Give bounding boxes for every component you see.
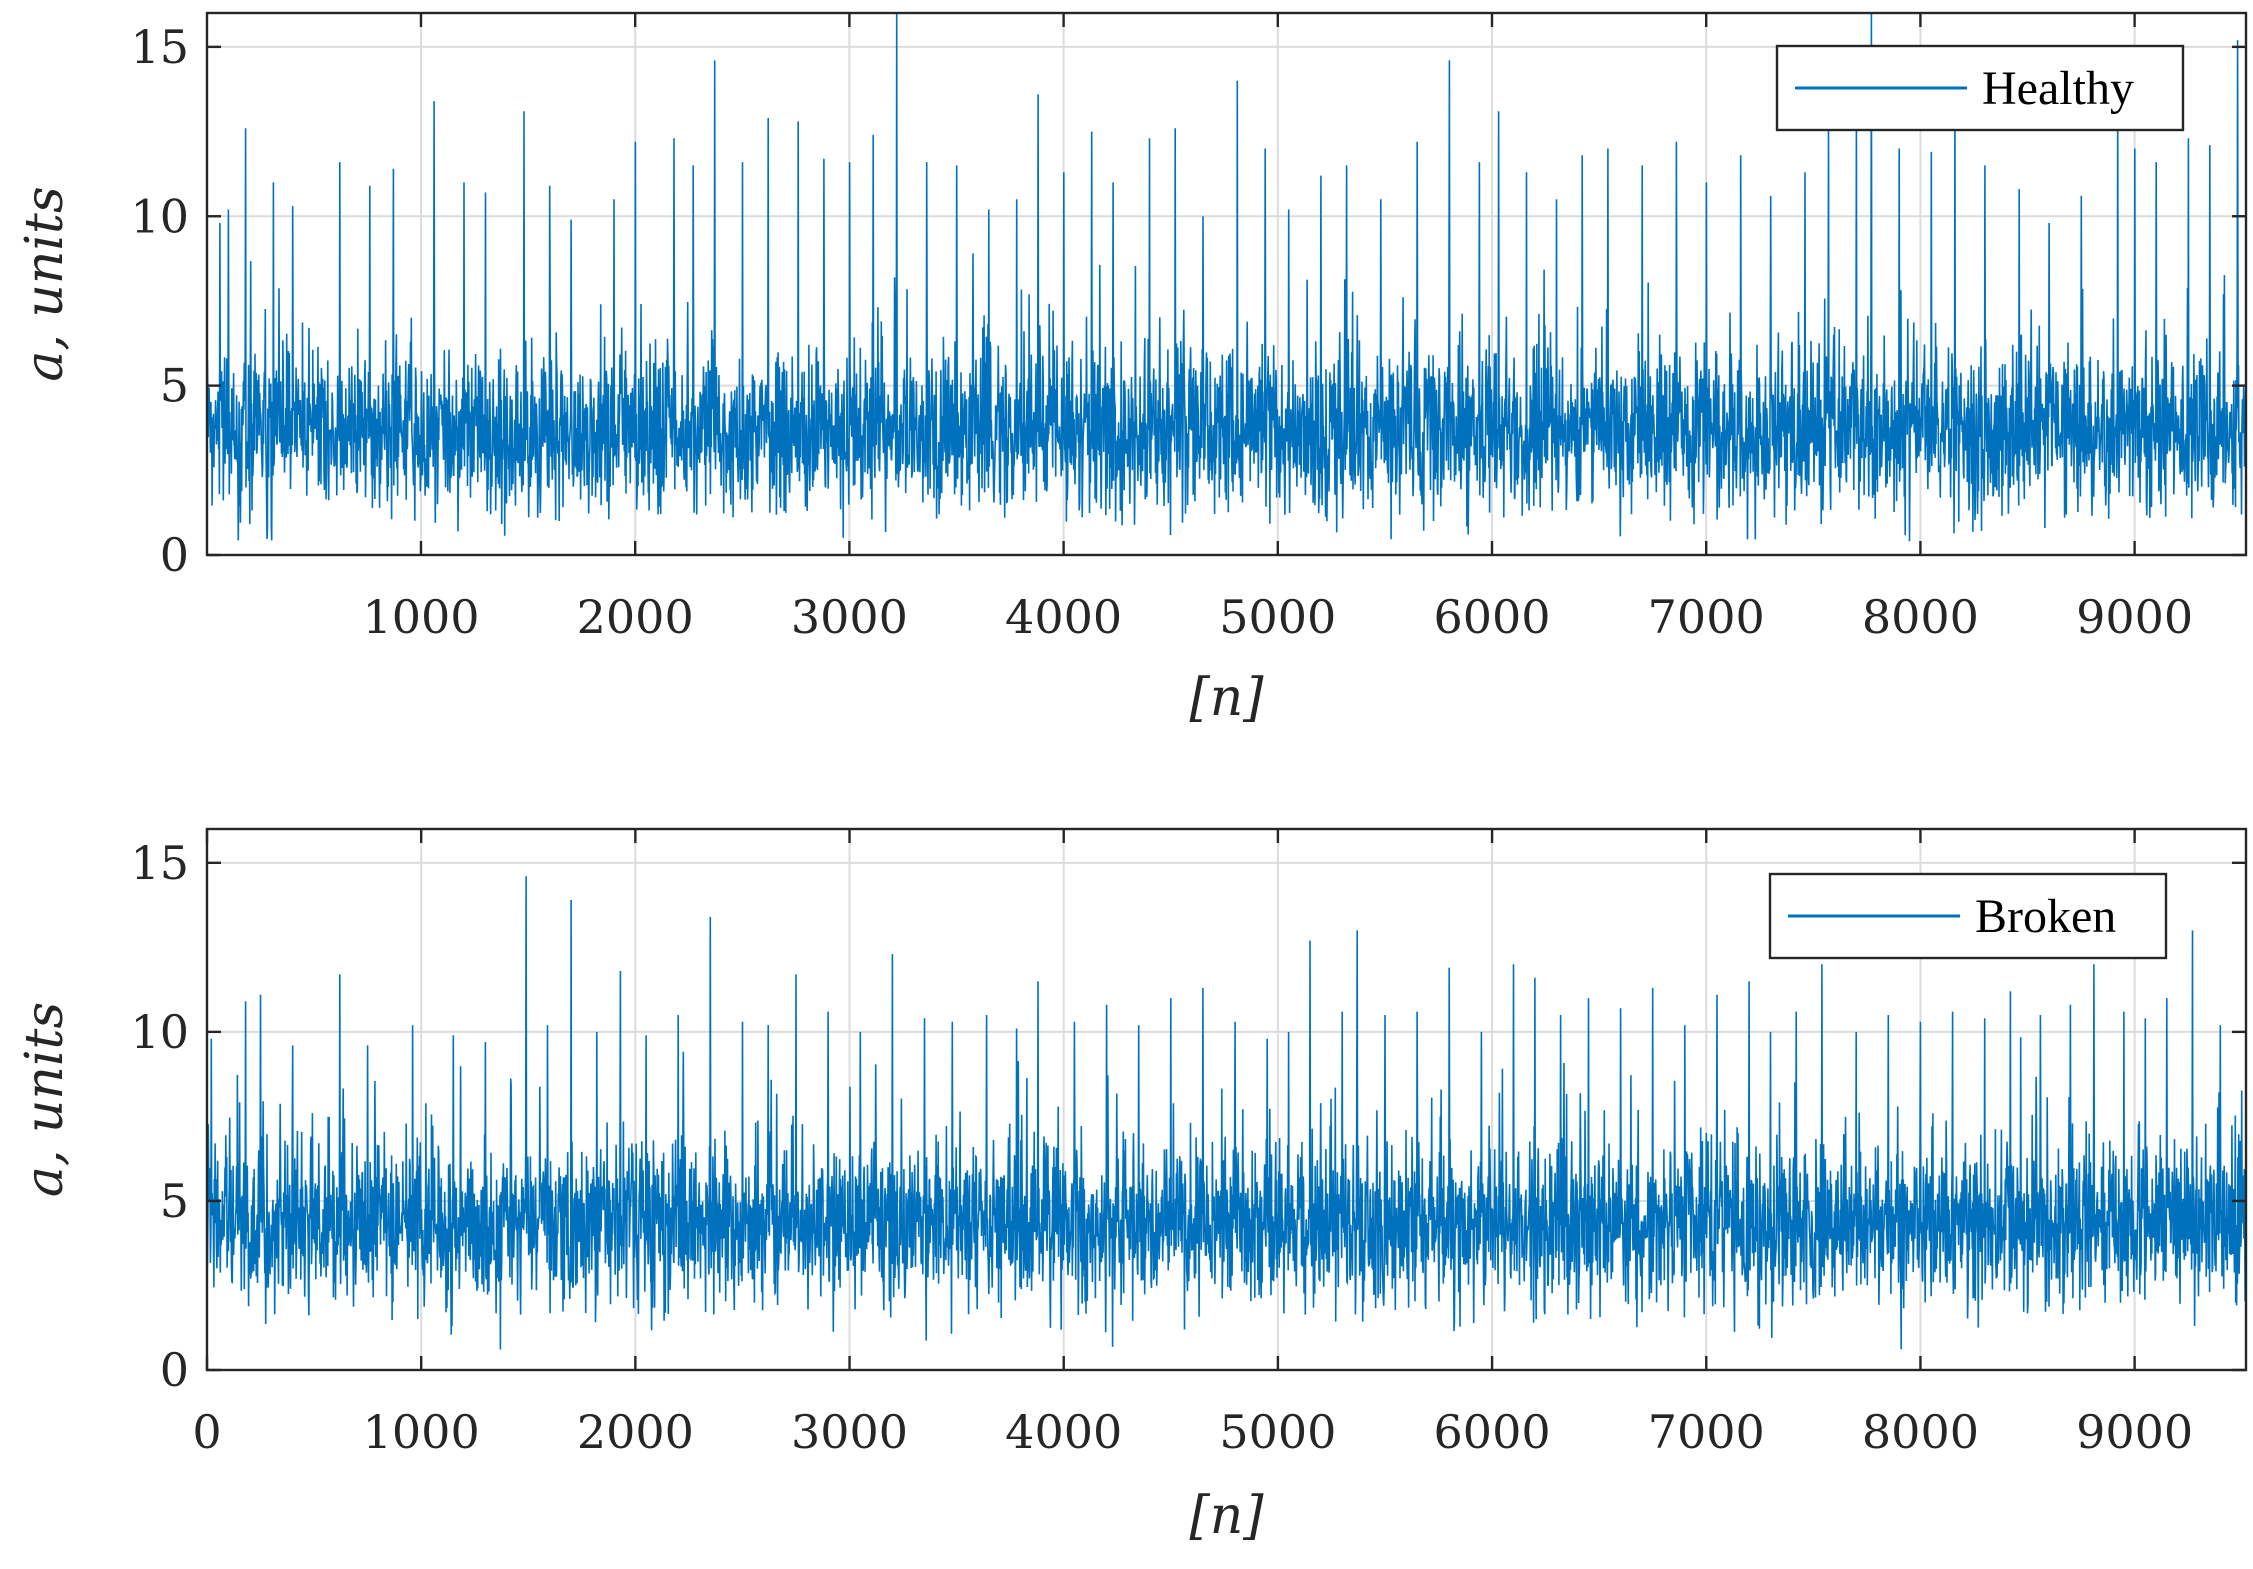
x-tick-label: 3000	[791, 590, 908, 644]
x-axis-label: [n]	[1189, 668, 1264, 728]
x-tick-label: 0	[192, 1405, 221, 1459]
x-tick-label: 9000	[2076, 590, 2193, 644]
x-tick-label: 1000	[363, 1405, 480, 1459]
legend-box	[1768, 872, 2168, 960]
x-tick-label: 9000	[2076, 1405, 2193, 1459]
x-tick-label: 5000	[1219, 590, 1336, 644]
x-tick-label: 7000	[1648, 590, 1765, 644]
y-axis-label: a, units	[15, 1002, 75, 1197]
y-tick-label: 0	[160, 528, 189, 582]
legend: Healthy	[1775, 44, 2185, 132]
broken-plot: 0 1000 2000 3000 4000 5000 6000 7000 8000 9000 0 5…	[15, 827, 2248, 1546]
x-tick-label: 1000	[362, 590, 479, 644]
axis-ticks	[207, 13, 2246, 557]
y-tick-labels: 0 5 10 15	[130, 20, 189, 582]
y-tick-label: 5	[160, 359, 189, 413]
y-tick-labels: 0 5 10 15	[130, 836, 189, 1397]
axes-frame	[205, 827, 2248, 1372]
x-tick-label: 4000	[1005, 1405, 1122, 1459]
x-tick-label: 7000	[1648, 1405, 1765, 1459]
x-tick-label: 8000	[1862, 1405, 1979, 1459]
y-tick-label: 10	[130, 1005, 189, 1059]
axis-ticks	[205, 829, 2246, 1372]
legend-label-healthy: Healthy	[1982, 62, 2134, 115]
legend-label-broken: Broken	[1975, 890, 2116, 943]
broken-signal-line	[206, 876, 2247, 1350]
x-tick-label: 2000	[577, 590, 694, 644]
x-axis-label: [n]	[1189, 1486, 1264, 1546]
y-tick-label: 15	[130, 20, 189, 74]
x-tick-label: 2000	[577, 1405, 694, 1459]
x-tick-labels: 1000 2000 3000 4000 5000 6000 7000 8000 9000	[362, 590, 2193, 644]
x-tick-label: 8000	[1862, 590, 1979, 644]
legend: Broken	[1768, 872, 2168, 960]
axes-frame	[205, 11, 2248, 557]
y-tick-label: 0	[160, 1343, 189, 1397]
x-tick-label: 3000	[791, 1405, 908, 1459]
y-axis-label: a, units	[15, 186, 75, 381]
x-tick-label: 6000	[1434, 1405, 1551, 1459]
y-tick-label: 15	[130, 836, 189, 890]
x-tick-label: 5000	[1219, 1405, 1336, 1459]
y-tick-label: 5	[160, 1174, 189, 1228]
y-tick-label: 10	[130, 189, 189, 243]
healthy-plot: 1000 2000 3000 4000 5000 6000 7000 8000 9000 0 5 1…	[15, 11, 2248, 728]
x-tick-labels: 0 1000 2000 3000 4000 5000 6000 7000 8000 9000	[192, 1405, 2193, 1459]
x-tick-label: 6000	[1433, 590, 1550, 644]
x-tick-label: 4000	[1005, 590, 1122, 644]
healthy-signal-line	[206, 12, 2247, 542]
